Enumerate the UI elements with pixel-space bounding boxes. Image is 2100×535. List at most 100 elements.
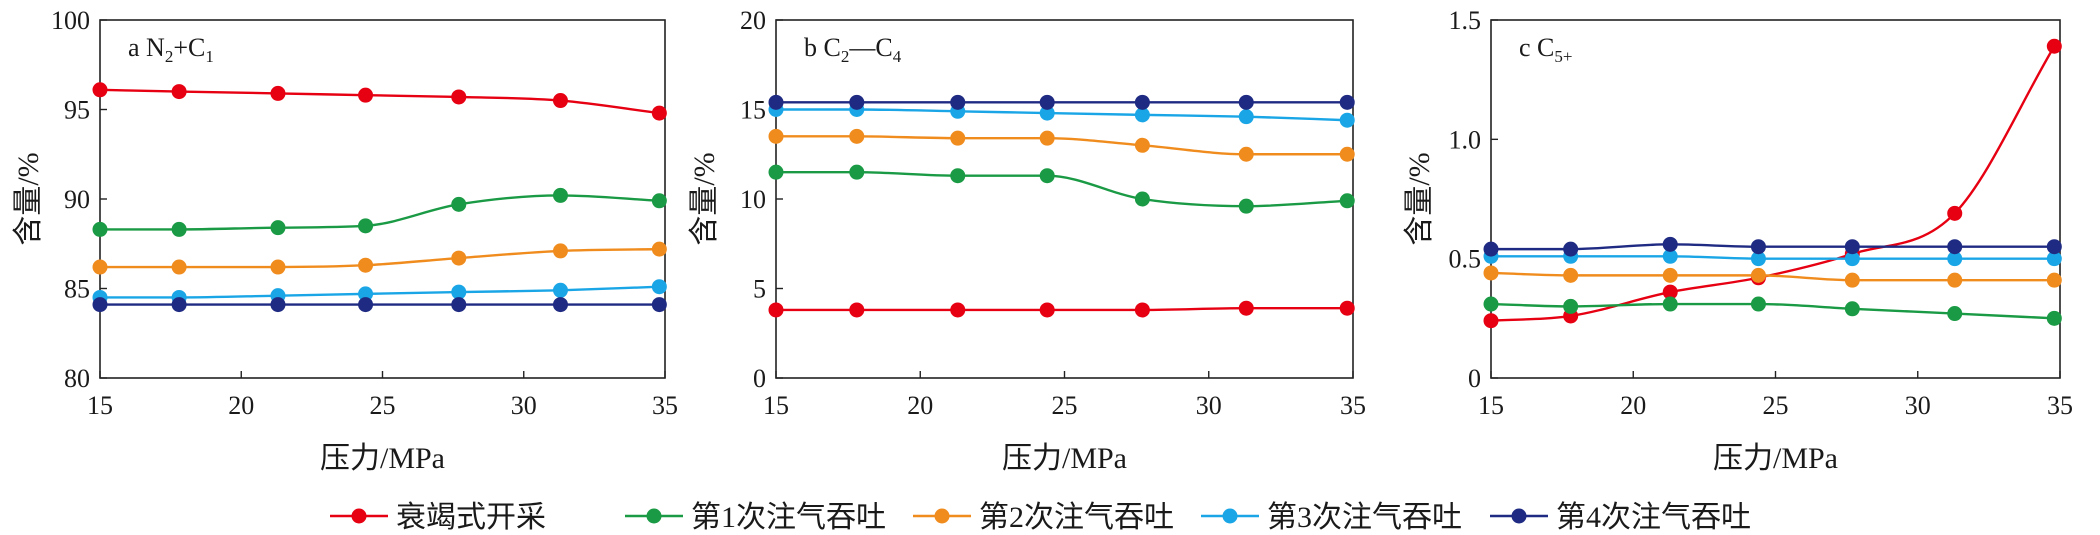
y-tick-label: 10 [740, 185, 766, 214]
data-point [1662, 296, 1678, 312]
data-point [171, 259, 187, 275]
data-point [1134, 107, 1150, 123]
x-axis-title: 压力/MPa [320, 442, 445, 475]
data-point [1662, 248, 1678, 264]
data-point [1563, 298, 1579, 314]
data-point [2046, 251, 2062, 267]
y-tick-label: 20 [740, 6, 766, 35]
legend-marker [1222, 508, 1238, 524]
series-1 [768, 300, 1355, 318]
data-point [358, 87, 374, 103]
data-point [358, 218, 374, 234]
data-point [270, 297, 286, 313]
panel-b: 15 20 25 30 35 0 5 10 15 20 压力/MPa 含量/% b C2—C4 [688, 6, 1366, 475]
data-point [552, 297, 568, 313]
data-point [552, 243, 568, 259]
legend-item-3: 第2次注气吞吐 [913, 501, 1174, 534]
panel-label: a N2+C1 [128, 33, 214, 66]
data-point [171, 297, 187, 313]
x-tick-label: 30 [1905, 391, 1931, 420]
y-tick-label: 0 [753, 364, 766, 393]
x-tick-label: 35 [2047, 391, 2073, 420]
data-point [270, 259, 286, 275]
legend-item-2: 第1次注气吞吐 [625, 501, 886, 534]
data-point [451, 89, 467, 105]
legend-item-1: 衰竭式开采 [330, 501, 546, 534]
data-point [651, 279, 667, 295]
plot-frame [1490, 19, 2061, 379]
series-3 [92, 241, 667, 275]
data-point [171, 221, 187, 237]
data-point [1750, 251, 1766, 267]
data-point [1483, 296, 1499, 312]
y-tick-label: 80 [64, 364, 90, 393]
data-point [92, 82, 108, 98]
data-point [1563, 267, 1579, 283]
legend-item-5: 第4次注气吞吐 [1490, 501, 1751, 534]
data-point [1134, 137, 1150, 153]
series-3 [1483, 265, 2062, 288]
series-2 [1483, 296, 2062, 326]
data-point [1134, 94, 1150, 110]
x-tick-label: 20 [1620, 391, 1646, 420]
data-point [1844, 239, 1860, 255]
legend-label: 第2次注气吞吐 [979, 501, 1174, 534]
data-point [1238, 198, 1254, 214]
data-point [1563, 241, 1579, 257]
x-axis-title: 压力/MPa [1713, 442, 1838, 475]
y-tick-label: 5 [753, 275, 766, 304]
x-tick-label: 15 [87, 391, 113, 420]
data-point [1483, 313, 1499, 329]
legend-label: 第4次注气吞吐 [1556, 501, 1751, 534]
data-point [358, 297, 374, 313]
data-point [950, 94, 966, 110]
legend-item-4: 第3次注气吞吐 [1201, 501, 1462, 534]
data-point [950, 168, 966, 184]
panel-label: b C2—C4 [804, 33, 902, 66]
data-point [92, 259, 108, 275]
data-point [1947, 239, 1963, 255]
data-point [1339, 300, 1355, 316]
x-tick-label: 25 [1763, 391, 1789, 420]
panel-label-subscript: 5+ [1554, 47, 1572, 66]
legend-marker [351, 508, 367, 524]
data-point [2046, 310, 2062, 326]
data-point [1750, 267, 1766, 283]
panel-label-subscript: 2 [841, 47, 850, 66]
legend: 衰竭式开采 第1次注气吞吐 第2次注气吞吐 第3次注气吞吐 第4次注气吞吐 [330, 501, 1751, 534]
data-point [2046, 239, 2062, 255]
y-tick-label: 1.5 [1449, 6, 1482, 35]
data-point [451, 297, 467, 313]
data-point [651, 241, 667, 257]
data-point [552, 282, 568, 298]
panel-label-subscript: 4 [893, 47, 902, 66]
panel-label-text: —C [848, 33, 892, 62]
x-tick-label: 30 [1196, 391, 1222, 420]
panel-a: 15 20 25 30 35 80 85 90 95 100 压力/MPa 含量/% a N2+C1 [12, 6, 678, 475]
panel-label-subscript: 2 [165, 47, 174, 66]
data-point [1947, 272, 1963, 288]
series-5 [92, 297, 667, 313]
y-tick-label: 1.0 [1449, 125, 1482, 154]
series-5 [768, 94, 1355, 110]
data-point [2046, 38, 2062, 54]
data-point [950, 130, 966, 146]
legend-label: 第1次注气吞吐 [691, 501, 886, 534]
data-point [651, 193, 667, 209]
y-axis-title: 含量/% [1403, 152, 1436, 245]
data-point [1134, 302, 1150, 318]
data-point [1339, 112, 1355, 128]
data-point [768, 94, 784, 110]
data-point [849, 94, 865, 110]
y-tick-label: 100 [51, 6, 90, 35]
data-point [1238, 146, 1254, 162]
x-tick-label: 20 [228, 391, 254, 420]
data-point [1947, 205, 1963, 221]
y-tick-label: 95 [64, 96, 90, 125]
series-line [1490, 45, 2056, 322]
data-point [1039, 105, 1055, 121]
x-tick-label: 20 [907, 391, 933, 420]
data-point [1483, 265, 1499, 281]
data-point [849, 302, 865, 318]
